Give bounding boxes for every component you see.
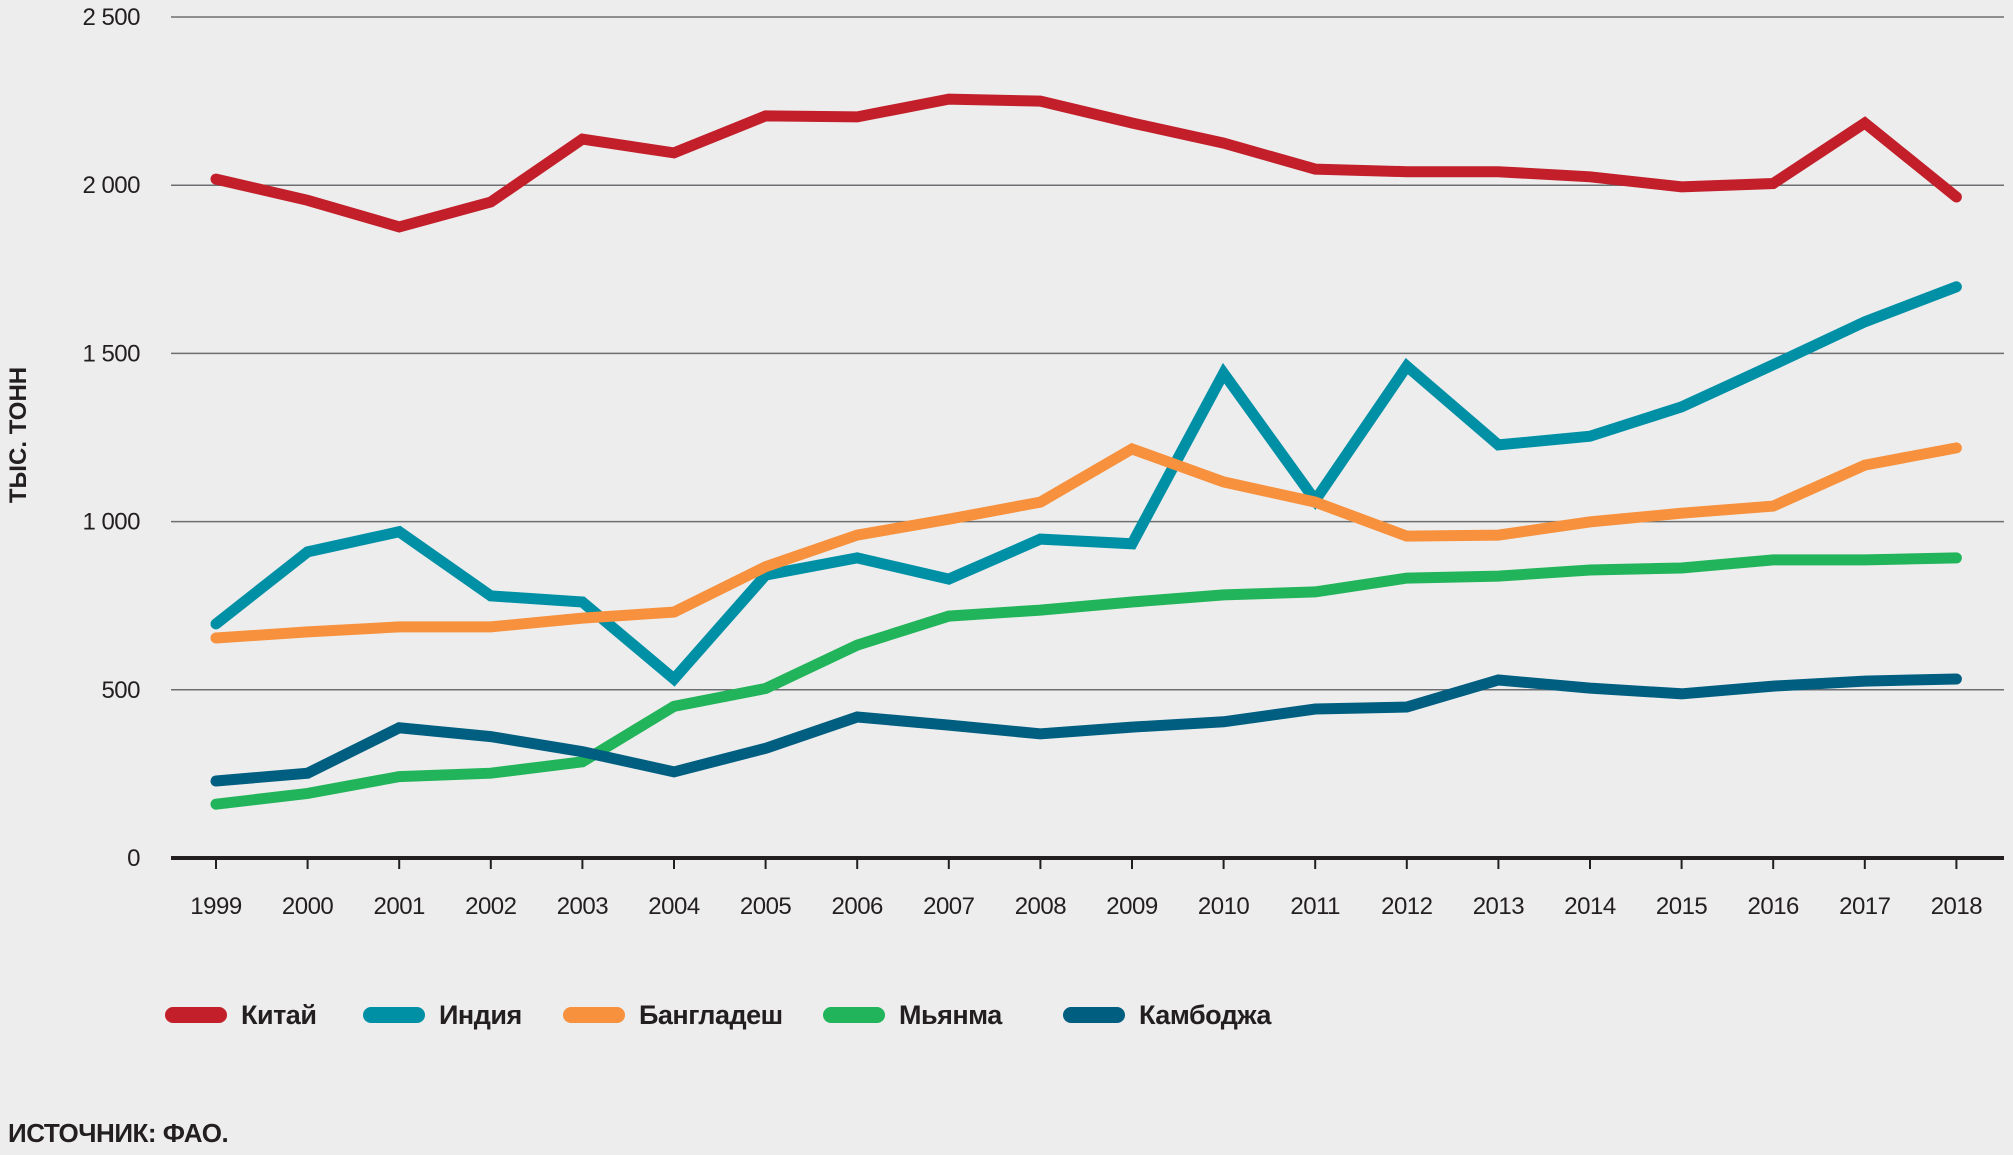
- y-axis-label: ТЫС. ТОНН: [5, 367, 32, 503]
- x-tick-label: 2005: [740, 893, 792, 920]
- x-tick-label: 2012: [1381, 893, 1433, 920]
- legend-swatch: [563, 1007, 625, 1023]
- legend-swatch: [363, 1007, 425, 1023]
- x-tick-label: 2002: [465, 893, 517, 920]
- y-tick-label: 1 000: [82, 509, 140, 536]
- x-tick-label: 2001: [374, 893, 426, 920]
- x-tick-label: 2000: [282, 893, 334, 920]
- x-tick-label: 2003: [557, 893, 609, 920]
- x-tick-label: 2017: [1839, 893, 1891, 920]
- series-line-1: [210, 281, 1962, 687]
- x-tick-label: 2008: [1015, 893, 1067, 920]
- legend-label: Мьянма: [899, 999, 1002, 1030]
- legend-swatch: [823, 1007, 885, 1023]
- y-axis-tick-labels: 0 500 1 000 1 500 2 000 2 500: [82, 4, 140, 872]
- x-tick-label: 2016: [1748, 893, 1800, 920]
- y-tick-label: 2 500: [82, 4, 140, 31]
- legend-item: Камбоджа: [1063, 1000, 1293, 1031]
- x-axis: 1999 2000 2001 2002 2003 2004 2005 2006 2007 2008…: [171, 856, 2004, 920]
- legend-swatch: [1063, 1007, 1125, 1023]
- x-tick-label: 2015: [1656, 893, 1708, 920]
- series-line-4: [210, 673, 1962, 787]
- y-tick-label: 0: [127, 845, 140, 872]
- legend-label: Бангладеш: [639, 999, 783, 1030]
- x-tick-label: 2006: [832, 893, 884, 920]
- legend-label: Китай: [241, 999, 317, 1030]
- legend-item: Китай: [165, 1000, 363, 1031]
- series-lines: [210, 93, 1962, 810]
- x-tick-label: 1999: [190, 893, 242, 920]
- y-tick-label: 2 000: [82, 172, 140, 199]
- legend-swatch: [165, 1007, 227, 1023]
- source-note: ИСТОЧНИК: ФАО.: [8, 1118, 229, 1148]
- series-line-2: [210, 442, 1962, 644]
- legend-label: Индия: [439, 999, 522, 1030]
- x-tick-label: 2004: [648, 893, 700, 920]
- legend-item: Мьянма: [823, 1000, 1063, 1031]
- legend-item: Индия: [363, 1000, 563, 1031]
- x-tick-label: 2013: [1473, 893, 1525, 920]
- series-line-3: [210, 552, 1962, 810]
- y-tick-label: 1 500: [82, 340, 140, 367]
- x-tick-label: 2009: [1106, 893, 1158, 920]
- y-tick-label: 500: [101, 677, 140, 704]
- x-tick-label: 2011: [1290, 893, 1340, 920]
- x-tick-label: 2018: [1931, 893, 1983, 920]
- x-tick-label: 2007: [923, 893, 975, 920]
- legend-label: Камбоджа: [1139, 999, 1271, 1030]
- series-line-0: [210, 93, 1962, 233]
- legend: Китай Индия Бангладеш Мьянма Камбоджа: [165, 995, 1293, 1035]
- x-tick-label: 2014: [1564, 893, 1616, 920]
- x-tick-label: 2010: [1198, 893, 1250, 920]
- legend-item: Бангладеш: [563, 1000, 823, 1031]
